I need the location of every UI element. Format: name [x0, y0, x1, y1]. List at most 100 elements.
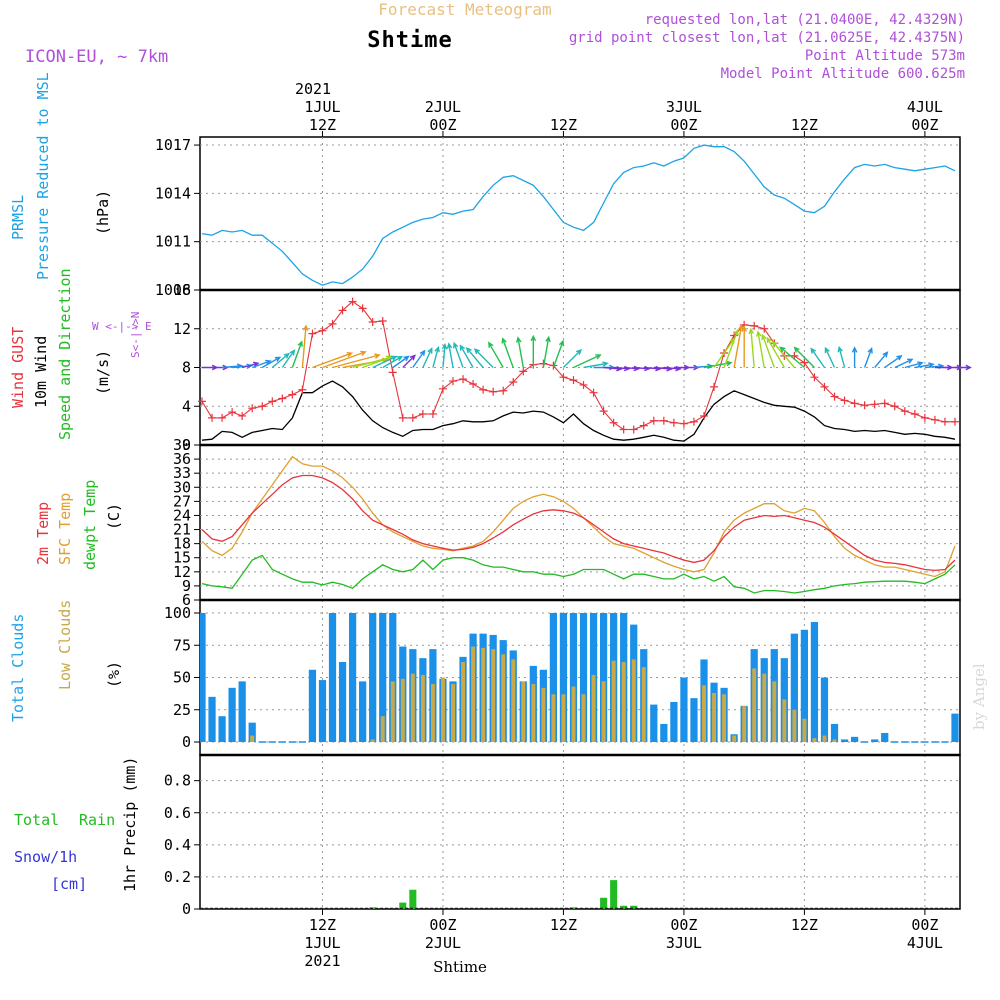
pressure-unit: (hPa) [94, 190, 112, 235]
wind-gust-point [318, 326, 327, 335]
wind-gust-point [951, 417, 959, 426]
wind-arrow [723, 328, 739, 368]
wind-gust-point [499, 386, 508, 395]
clouds-panel-labels: Total Clouds Low Clouds (%) [9, 600, 123, 722]
panels: 1008101110141017048121669121518212427303… [155, 136, 972, 918]
wind-gust-point [900, 407, 909, 416]
wind-arrow [955, 364, 972, 371]
wind-gust-point [659, 416, 668, 425]
wind-arrow [741, 325, 747, 368]
pressure-ytick-label: 1008 [155, 281, 191, 299]
wind-gust-point [378, 317, 387, 325]
top-axis-day: 1JUL [304, 98, 340, 116]
wind-arrows [202, 323, 972, 372]
total-cloud-bar [579, 613, 588, 742]
temp-label-sfc: SFC Temp [56, 493, 74, 565]
temp-label-2m: 2m Temp [34, 502, 52, 565]
total-cloud-bar [369, 613, 377, 742]
low-cloud-bar [420, 674, 425, 742]
wind-arrow [530, 334, 537, 368]
total-cloud-bar [238, 681, 246, 742]
temperature-ytick-label: 27 [173, 492, 191, 510]
temperature-ytick-label: 15 [173, 549, 191, 567]
wind-arrow [771, 340, 795, 368]
bottom-axis-hour: 12Z [550, 916, 577, 934]
sfc-temp-line [201, 455, 956, 578]
total-cloud-bar [389, 613, 397, 742]
wind-gust-point [619, 425, 628, 434]
total-cloud-bar [328, 613, 337, 742]
total-cloud-bar [318, 680, 327, 742]
wind-gust-point [599, 407, 608, 416]
low-cloud-bar [501, 654, 506, 742]
model-altitude: Model Point Altitude 600.625m [721, 66, 965, 82]
wind-arrow [261, 356, 282, 369]
wind-arrow [542, 335, 551, 368]
top-axis-day: 3JUL [666, 98, 702, 116]
compass-we: W <-|-> E [92, 320, 152, 333]
footer-location: Shtime [433, 958, 487, 976]
wind-arrow [251, 359, 272, 369]
total-cloud-bar [218, 716, 226, 742]
wind-unit: (m/s) [94, 350, 112, 395]
wind-gust-point [890, 402, 899, 411]
total-cloud-bar [569, 613, 578, 742]
total-cloud-bar [248, 722, 256, 742]
wind-arrow [488, 341, 504, 368]
wind-arrow [372, 355, 398, 369]
low-cloud-bar [812, 738, 817, 742]
wind-gust-point [388, 368, 397, 377]
top-axis-year: 2021 [295, 80, 331, 98]
low-cloud-bar [611, 660, 616, 742]
wind-arrow [312, 352, 354, 369]
wind-gust-point [238, 411, 247, 420]
wind-label-gust: Wind GUST [9, 327, 27, 408]
total-cloud-bar [559, 613, 568, 742]
temperature-ytick-label: 24 [173, 506, 191, 524]
temperature-ytick-label: 33 [173, 464, 191, 482]
clouds-ytick-label: 50 [173, 669, 191, 687]
low-cloud-bar [631, 659, 636, 742]
rain-bar [600, 897, 608, 909]
temperature-frame [199, 444, 961, 601]
low-cloud-bar [410, 673, 415, 742]
wind-gust-point [870, 400, 879, 409]
low-cloud-bar [400, 678, 405, 742]
temperature-ytick-label: 9 [182, 577, 191, 595]
wind-arrow [810, 347, 826, 368]
wind-gust-point [218, 413, 227, 422]
wind-arrow [573, 354, 602, 369]
precipitation-ytick-label: 0.4 [164, 836, 191, 854]
wind-arrow [473, 348, 494, 368]
total-cloud-bar [338, 662, 347, 742]
wind-arrow [761, 333, 775, 368]
temperature-ytick-label: 21 [173, 521, 191, 539]
precip-label-total: Total [14, 811, 59, 829]
total-cloud-bar [379, 613, 387, 742]
low-cloud-bar [772, 681, 777, 742]
wind-arrow [501, 337, 514, 368]
bottom-axis-day: 4JUL [907, 934, 943, 952]
wind-gust-point [398, 413, 407, 422]
total-cloud-bar [790, 633, 798, 742]
low-cloud-bar [792, 709, 797, 742]
wind-arrow [441, 342, 448, 368]
wind-gust-point [368, 317, 377, 326]
point-altitude: Point Altitude 573m [805, 48, 965, 64]
rain-bar [409, 889, 417, 909]
low-cloud-bar [732, 735, 737, 742]
wind-gust-point [278, 394, 287, 403]
pressure-panel: 1008 1011 1014 1017 [155, 136, 961, 299]
total-cloud-bar [820, 677, 829, 742]
wind-gust-point [559, 373, 568, 382]
low-cloud-bar [461, 662, 466, 742]
precipitation-ytick-label: 0.2 [164, 868, 191, 886]
wind-arrow [552, 339, 565, 368]
wind-gust-point [408, 413, 417, 422]
precipitation-ytick-label: 0.8 [164, 772, 191, 790]
low-cloud-bar [782, 699, 787, 742]
wind-gust-point [258, 402, 267, 411]
wind-arrow [793, 346, 815, 368]
